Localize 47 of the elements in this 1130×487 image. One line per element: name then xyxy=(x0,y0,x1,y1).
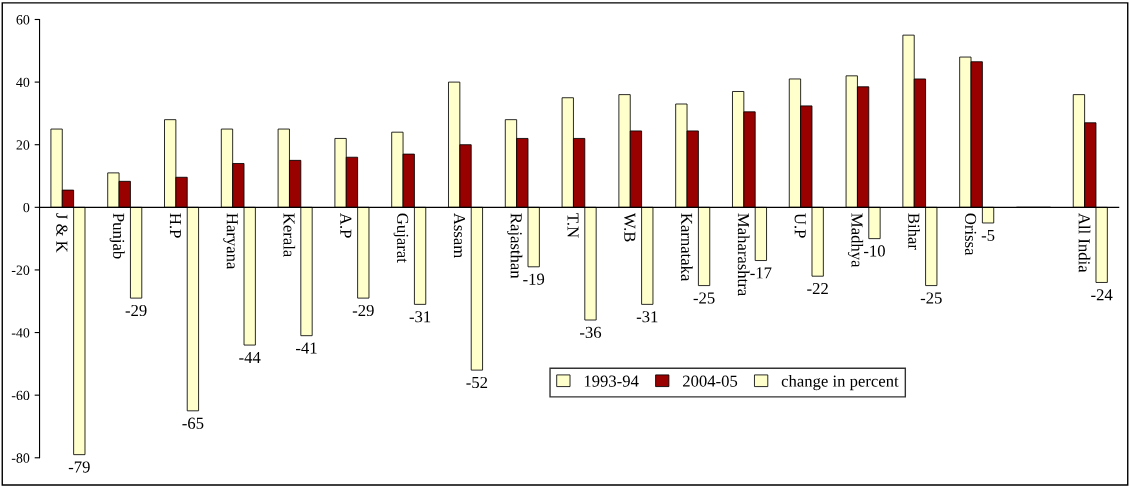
x-tick-label: T.N xyxy=(567,213,579,238)
data-label: -19 xyxy=(523,273,545,285)
data-label: -25 xyxy=(920,292,942,304)
x-tick-label: W.B xyxy=(624,212,636,242)
legend-label: 2004-05 xyxy=(682,375,738,387)
y-tick-label: 20 xyxy=(16,140,30,150)
data-label: -41 xyxy=(296,342,317,354)
data-label: -31 xyxy=(409,311,431,323)
y-tick-label: 40 xyxy=(16,77,30,88)
data-label: -22 xyxy=(807,282,828,295)
data-label: -10 xyxy=(863,245,885,257)
data-label: -44 xyxy=(239,351,261,363)
y-tick-label: -40 xyxy=(11,328,30,338)
x-tick-label: Maharashtra xyxy=(737,213,750,296)
x-tick-label: Kerala xyxy=(283,213,296,258)
legend-label: 1993-94 xyxy=(584,375,639,387)
x-tick-label: Gujarat xyxy=(393,213,409,263)
x-tick-label: U.P xyxy=(794,213,806,238)
x-tick-label: Assam xyxy=(453,213,465,258)
data-label: -31 xyxy=(636,311,658,323)
x-tick-label: A.P xyxy=(340,213,352,238)
x-tick-label: Karnataka xyxy=(680,213,693,282)
x-tick-label: H.P xyxy=(169,213,181,238)
x-tick-label: Rajasthan xyxy=(507,213,523,279)
x-tick-label: Bihar xyxy=(908,213,920,250)
data-label: -29 xyxy=(352,304,374,317)
y-tick-label: -20 xyxy=(11,265,30,275)
x-tick-label: Madhya xyxy=(847,213,864,268)
data-label: -65 xyxy=(182,417,204,429)
data-label: -52 xyxy=(466,376,488,389)
y-tick-label: -60 xyxy=(11,390,30,401)
data-label: -25 xyxy=(693,292,715,304)
x-tick-label: J & K xyxy=(56,213,68,253)
legend-label: change in percent xyxy=(781,375,899,391)
y-tick-label: 60 xyxy=(16,15,30,25)
data-label: -5 xyxy=(981,229,995,241)
y-tick-label: -80 xyxy=(11,453,30,463)
x-tick-label: Punjab xyxy=(109,213,125,259)
data-label: -29 xyxy=(125,304,147,317)
data-label: -79 xyxy=(68,461,90,473)
data-label: -17 xyxy=(750,267,772,279)
data-label: -36 xyxy=(580,326,602,339)
data-label: -24 xyxy=(1091,289,1113,301)
x-tick-label: All India xyxy=(1078,213,1091,273)
x-tick-label: Haryana xyxy=(223,213,238,270)
y-tick-label: 0 xyxy=(23,202,30,213)
x-tick-label: Orissa xyxy=(964,213,977,256)
